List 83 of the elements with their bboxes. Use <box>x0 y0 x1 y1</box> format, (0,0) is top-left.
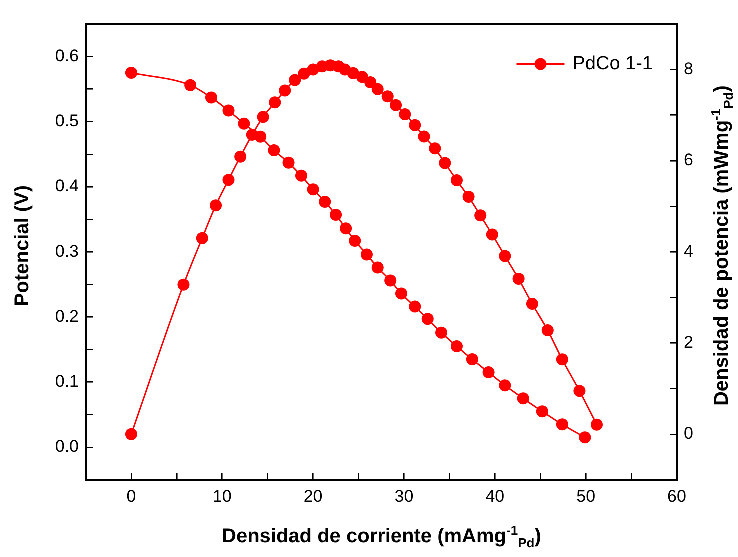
point <box>125 428 138 440</box>
point <box>372 83 384 96</box>
point <box>390 99 402 112</box>
y-tick-label: 0.5 <box>55 112 79 131</box>
x-tick-label: 20 <box>304 486 323 506</box>
point <box>450 340 463 353</box>
point <box>205 92 218 104</box>
point <box>409 300 422 313</box>
x-tick-label: 40 <box>486 486 505 506</box>
point <box>384 274 397 287</box>
point <box>340 222 352 235</box>
point <box>222 174 235 186</box>
point <box>372 262 384 274</box>
point <box>579 432 592 444</box>
x-tick-label: 0 <box>126 486 136 506</box>
point <box>590 418 603 431</box>
point <box>238 118 250 130</box>
point <box>517 392 530 405</box>
point <box>268 144 280 157</box>
y-tick-label: 0.6 <box>55 46 79 66</box>
x-tick-label: 50 <box>576 486 596 506</box>
point <box>486 228 498 241</box>
point <box>512 272 525 285</box>
point <box>556 354 568 366</box>
y-tick-label: 0.2 <box>55 306 79 326</box>
point <box>360 248 373 261</box>
point <box>499 380 512 392</box>
point <box>396 288 408 300</box>
point <box>222 104 235 117</box>
point <box>474 210 487 222</box>
point <box>382 90 394 103</box>
point <box>450 174 463 187</box>
y2-tick-label: 2 <box>684 332 694 352</box>
point <box>210 200 222 212</box>
point <box>307 184 320 196</box>
point <box>234 150 247 163</box>
point <box>462 190 475 203</box>
point <box>409 119 422 132</box>
point <box>254 130 267 143</box>
point <box>356 71 368 84</box>
point <box>364 76 377 89</box>
point <box>196 232 208 244</box>
point <box>526 298 538 310</box>
point <box>466 354 478 366</box>
legend-label: PdCo 1-1 <box>572 53 654 74</box>
x-tick-label: 30 <box>394 486 414 506</box>
point <box>556 418 568 431</box>
point <box>330 208 342 221</box>
point <box>298 68 310 80</box>
point <box>418 130 430 143</box>
x-tick-label: 60 <box>668 486 686 506</box>
point <box>542 324 554 336</box>
y-tick-label: 0.4 <box>55 176 79 196</box>
point <box>184 79 197 92</box>
point <box>279 84 292 97</box>
point <box>269 96 282 109</box>
point <box>429 142 442 155</box>
point <box>349 235 362 248</box>
point <box>319 196 332 208</box>
point <box>574 385 586 398</box>
point <box>295 170 308 182</box>
point <box>289 74 302 86</box>
point <box>482 366 495 379</box>
x-axis-title: Densidad de corriente (mAmg$^{-1}$$_{Pd}$) <box>222 523 542 551</box>
y-tick-label: 0.3 <box>55 242 79 261</box>
x-tick-label: 10 <box>212 486 232 506</box>
point <box>257 111 270 124</box>
point <box>399 108 412 120</box>
point <box>282 156 295 169</box>
point <box>436 326 448 339</box>
point <box>499 250 512 262</box>
y2-tick-label: 6 <box>684 150 694 170</box>
point <box>422 313 434 326</box>
point <box>178 278 190 291</box>
y2-tick-label: 0 <box>684 424 694 444</box>
y-tick-label: 0.0 <box>55 437 79 456</box>
point <box>536 406 548 418</box>
y-axis-title: Potencial (V) <box>11 185 34 307</box>
point <box>125 67 138 80</box>
point <box>439 157 452 170</box>
y2-tick-label: 8 <box>684 59 694 78</box>
y2-tick-label: 4 <box>684 242 694 261</box>
y-tick-label: 0.1 <box>55 372 79 392</box>
